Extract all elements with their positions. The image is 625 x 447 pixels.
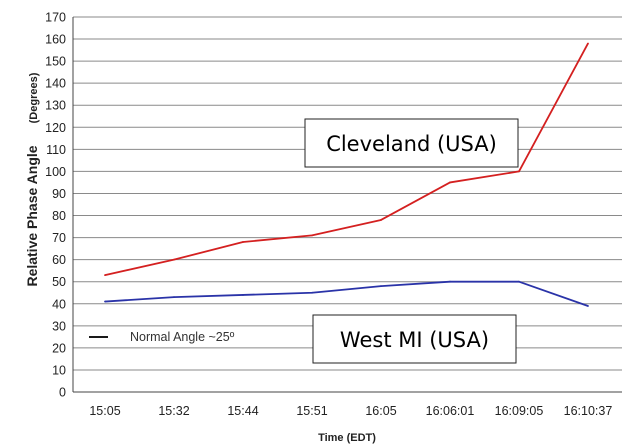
west-mi-data-point: [173, 296, 175, 299]
y-tick-label: 120: [45, 121, 66, 135]
y-tick-label: 150: [45, 55, 66, 69]
y-tick-label: 110: [46, 143, 66, 157]
y-tick-label: 30: [52, 319, 66, 333]
x-tick-label: 15:32: [158, 404, 189, 418]
x-axis-title: Time (EDT): [318, 432, 376, 444]
cleveland-callout-label: Cleveland (USA): [326, 132, 497, 156]
cleveland-callout: Cleveland (USA): [304, 118, 519, 168]
west-mi-callout: West MI (USA): [312, 314, 517, 364]
x-tick-label: 15:05: [89, 404, 120, 418]
x-tick-label: 15:51: [296, 404, 327, 418]
cleveland-series-line: [104, 43, 589, 276]
legend: Normal Angle ~25º: [89, 330, 235, 344]
cleveland-data-point: [518, 170, 520, 173]
y-tick-label: 140: [45, 77, 66, 91]
west-mi-callout-label: West MI (USA): [340, 328, 489, 352]
x-tick-label: 16:05: [365, 404, 396, 418]
y-tick-label: 50: [52, 275, 66, 289]
west-mi-data-point: [104, 300, 106, 303]
x-tick-label: 16:10:37: [564, 404, 613, 418]
y-tick-label: 10: [52, 363, 66, 377]
y-axis-title: Relative Phase Angle: [24, 145, 40, 286]
cleveland-data-point: [173, 258, 175, 261]
west-mi-data-point: [587, 305, 589, 307]
west-mi-data-point: [242, 294, 244, 296]
y-tick-label: 40: [52, 297, 66, 311]
cleveland-data-point: [587, 42, 589, 45]
x-tick-labels: 15:05 15:32 15:44 15:51 16:05 16:06:01 16:09:0…: [89, 404, 612, 418]
y-tick-label: 70: [52, 231, 66, 245]
y-tick-label: 100: [45, 165, 66, 179]
x-tick-label: 15:44: [227, 404, 258, 418]
x-tick-label: 16:09:05: [495, 404, 544, 418]
y-tick-label: 60: [52, 253, 66, 267]
y-tick-label: 170: [45, 11, 66, 25]
cleveland-callout-box: [304, 118, 519, 168]
cleveland-data-point: [449, 181, 451, 184]
west-mi-data-point: [380, 285, 382, 288]
cleveland-data-point: [311, 234, 313, 237]
y-tick-label: 160: [45, 33, 66, 47]
west-mi-data-point: [311, 291, 313, 294]
west-mi-data-point: [518, 280, 520, 283]
y-tick-label: 80: [52, 209, 66, 223]
west-mi-series-line: [104, 280, 589, 307]
y-tick-label: 130: [45, 99, 66, 113]
series-lines: [104, 42, 589, 307]
x-tick-label: 16:06:01: [426, 404, 475, 418]
y-tick-label: 20: [52, 341, 66, 355]
cleveland-data-point: [104, 274, 106, 276]
cleveland-data-point: [380, 219, 382, 221]
legend-label: Normal Angle ~25º: [130, 330, 235, 344]
y-tick-label: 90: [52, 187, 66, 201]
y-axis-unit: (Degrees): [28, 72, 40, 123]
y-tick-label: 0: [59, 386, 66, 400]
y-tick-labels: 0 10 20 30 40 50 60 70 80 90 100 110 120 130 140 150 160…: [45, 11, 66, 400]
west-mi-callout-box: [312, 314, 517, 364]
west-mi-data-point: [449, 280, 451, 283]
cleveland-data-point: [242, 241, 244, 243]
